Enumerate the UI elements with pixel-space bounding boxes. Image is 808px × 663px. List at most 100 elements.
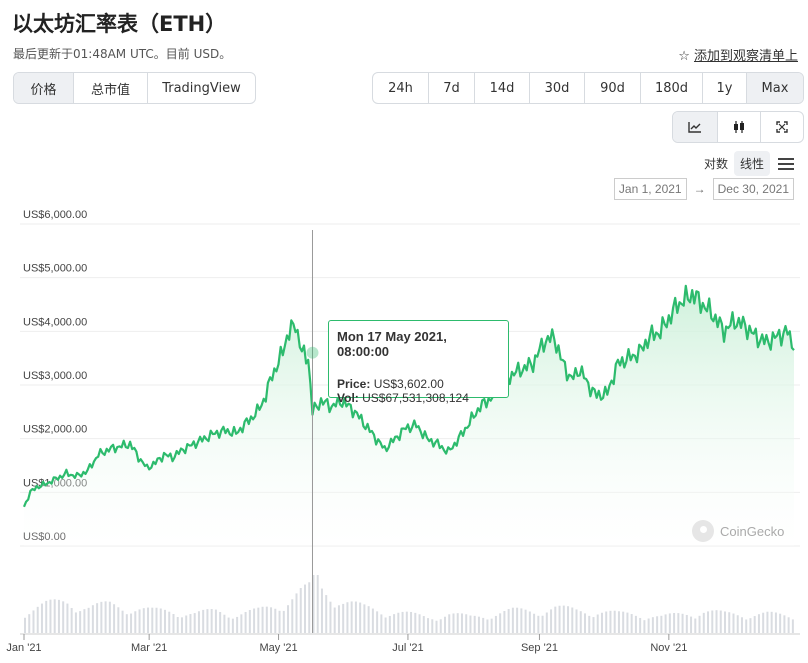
volume-bar [558, 605, 561, 633]
volume-bar [511, 607, 514, 633]
volume-bar [567, 606, 570, 633]
volume-bar [550, 609, 553, 633]
range-180d[interactable]: 180d [641, 73, 703, 103]
volume-bar [647, 618, 650, 633]
hover-point [306, 346, 319, 359]
volume-bar [499, 613, 502, 633]
range-1y[interactable]: 1y [703, 73, 747, 103]
hamburger-menu-icon[interactable] [778, 155, 794, 173]
coingecko-logo-icon [692, 520, 714, 542]
volume-bar [439, 619, 442, 633]
volume-bar [155, 607, 158, 633]
volume-bar [533, 613, 536, 633]
tooltip-price-label: Price: [337, 377, 371, 391]
volume-bar [444, 616, 446, 633]
volume-bar [507, 609, 510, 633]
volume-bar [422, 616, 425, 633]
range-30d[interactable]: 30d [530, 73, 585, 103]
volume-bar [719, 610, 722, 633]
tooltip-vol-value: US$67,531,308,124 [362, 391, 469, 405]
volume-bar [287, 605, 290, 633]
volume-bar [176, 617, 179, 633]
volume-bar [664, 614, 667, 633]
volume-bar [320, 588, 323, 633]
volume-bar [270, 607, 273, 633]
volume-bar [62, 601, 65, 633]
volume-bar [494, 615, 497, 633]
y-tick-label: US$2,000.00 [23, 424, 87, 436]
tab-market-cap[interactable]: 总市值 [74, 73, 148, 103]
fullscreen-button[interactable] [761, 112, 803, 142]
volume-bar [736, 615, 739, 633]
volume-bar [206, 609, 209, 633]
volume-bar [787, 617, 790, 633]
volume-bar [261, 606, 264, 633]
coingecko-label: CoinGecko [720, 523, 785, 539]
volume-bar [753, 616, 756, 633]
volume-bar [490, 618, 493, 633]
volume-bar [214, 609, 217, 633]
volume-bar [783, 615, 786, 633]
volume-bar [83, 609, 86, 633]
range-90d[interactable]: 90d [585, 73, 641, 103]
volume-bar [164, 609, 166, 633]
add-to-watchlist-link[interactable]: ☆ 添加到观察清单上 [678, 45, 798, 64]
volume-bar [299, 588, 302, 633]
volume-bar [24, 617, 26, 633]
volume-bar [401, 611, 404, 633]
date-from-input[interactable]: Jan 1, 2021 [613, 178, 687, 200]
volume-bar [342, 603, 345, 633]
volume-bar [354, 601, 357, 633]
volume-bar [70, 608, 73, 633]
volume-bar [456, 613, 459, 633]
volume-bar [770, 611, 773, 633]
candlestick-button[interactable] [718, 112, 761, 142]
volume-bar [210, 609, 213, 633]
volume-bar [579, 611, 582, 633]
chart-type-tabs [672, 111, 804, 143]
volume-bar [193, 613, 196, 633]
volume-bar [634, 615, 637, 633]
volume-bar [113, 604, 116, 633]
volume-bar [528, 611, 531, 633]
volume-bar [142, 608, 145, 633]
volume-bar [762, 612, 765, 633]
volume-bar [575, 609, 578, 633]
scale-linear-option[interactable]: 线性 [733, 151, 770, 176]
scale-log-option[interactable]: 对数 [703, 157, 728, 171]
range-max[interactable]: Max [747, 73, 803, 103]
volume-bar [503, 610, 506, 633]
volume-bar [66, 603, 69, 633]
volume-bar [172, 614, 175, 633]
volume-bar [104, 601, 107, 633]
coingecko-watermark: CoinGecko [692, 520, 784, 542]
fullscreen-icon [776, 121, 788, 133]
volume-bar [253, 608, 256, 633]
volume-bar [244, 611, 247, 633]
range-14d[interactable]: 14d [475, 73, 530, 103]
volume-bar [732, 613, 735, 633]
volume-bar [295, 593, 298, 633]
volume-bar [49, 599, 52, 633]
range-7d[interactable]: 7d [429, 73, 475, 103]
volume-bar [596, 614, 599, 633]
volume-bar [482, 617, 485, 633]
volume-bar [291, 599, 294, 633]
tab-price[interactable]: 价格 [14, 73, 74, 103]
range-24h[interactable]: 24h [373, 73, 429, 103]
volume-bar [651, 617, 654, 633]
volume-bar [707, 611, 710, 633]
volume-bar [410, 611, 413, 633]
volume-bar [57, 599, 60, 633]
volume-bar [346, 602, 349, 633]
volume-bar [698, 615, 701, 633]
volume-bar [588, 615, 591, 633]
line-chart-button[interactable] [673, 112, 718, 142]
volume-bar [117, 607, 120, 633]
volume-bar [673, 612, 676, 633]
volume-bar [282, 610, 285, 633]
volume-bar [312, 575, 315, 633]
date-to-input[interactable]: Dec 30, 2021 [712, 178, 794, 200]
tab-tradingview[interactable]: TradingView [162, 80, 241, 96]
